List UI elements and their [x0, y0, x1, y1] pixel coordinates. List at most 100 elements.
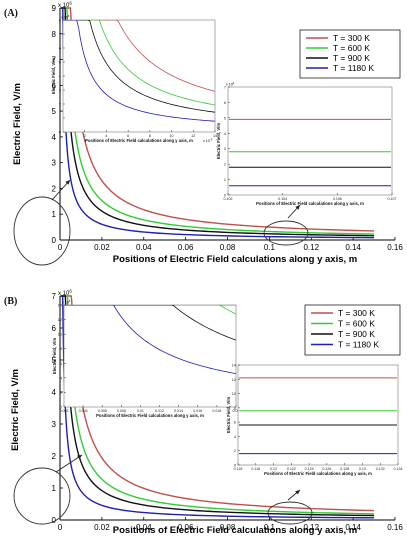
inset-frame — [237, 364, 399, 466]
x-tick-label: 0.1 — [264, 523, 276, 532]
inset-frame — [227, 86, 393, 196]
y-axis-title: Electric Field, V/m — [10, 369, 21, 451]
zoom-arrow-head — [295, 205, 300, 210]
y-exponent-base: x 10 — [58, 3, 70, 9]
inset-y-tick-label: 7 — [224, 86, 226, 90]
x-tick-label: 0 — [58, 243, 63, 252]
y-exponent-power: 6 — [69, 0, 72, 5]
inset-y-exponent-base: x 10 — [226, 83, 233, 87]
y-tick-label: 6 — [52, 81, 57, 90]
inset-y-tick-label: 1 — [224, 178, 226, 182]
zoom-arrow-head — [77, 455, 82, 460]
x-tick-label: 0.14 — [345, 523, 361, 532]
y-exponent-base: x 10 — [58, 291, 70, 297]
inset-x-tick-label: 0.02 — [233, 409, 240, 413]
inset-curve-1180 — [63, 20, 215, 122]
inset-y-tick-label: 14 — [232, 364, 236, 368]
inset-y-tick-label: 8 — [234, 406, 236, 410]
x-axis-title: Positions of Electric Field calculations… — [113, 525, 357, 536]
inset-x-tick-label: 0.13 — [359, 467, 366, 471]
x-tick-label: 0.14 — [345, 243, 361, 252]
inset-y-exponent: x 104 — [226, 81, 235, 87]
inset-x-tick-label: 4 — [105, 134, 107, 138]
inset-y-tick-label: 6 — [59, 47, 61, 51]
inset-y-exponent: x 106 — [61, 14, 70, 20]
zoom-arrow-head — [65, 180, 70, 185]
inset-x-tick-label: 0.008 — [117, 409, 126, 413]
inset-x-axis-title: Positions of Electric Field calculations… — [256, 201, 364, 206]
inset-x-axis-title: Positions of Electric Field calculations… — [85, 138, 193, 143]
y-axis-title: Electric Field, V/m — [12, 83, 23, 165]
inset-curve-1180 — [64, 305, 236, 375]
legend-label-300: T = 300 K — [338, 308, 375, 318]
inset-x-tick-label: 8 — [149, 134, 151, 138]
inset-y-tick-label: 2 — [224, 163, 226, 167]
inset-curve-600 — [63, 20, 215, 106]
x-tick-label: 0.06 — [178, 243, 194, 252]
inset-y-exponent: x 105 — [62, 299, 71, 305]
y-tick-label: 4 — [52, 388, 57, 397]
inset-x-tick-label: 0.018 — [212, 409, 221, 413]
inset-y-tick-label: 5 — [59, 61, 61, 65]
x-tick-label: 0.04 — [136, 243, 152, 252]
inset-x-tick-label: 0.016 — [193, 409, 202, 413]
inset-x-tick-label: 0.126 — [322, 467, 331, 471]
y-tick-label: 1 — [52, 210, 57, 219]
y-tick-label: 3 — [52, 159, 57, 168]
inset-x-exponent-base: x 10 — [203, 139, 210, 143]
inset-y-exponent-power: 4 — [233, 81, 235, 85]
x-tick-label: 0.08 — [220, 243, 236, 252]
x-tick-label: 0.02 — [94, 243, 110, 252]
inset-x-tick-label: 0.102 — [224, 197, 233, 201]
inset-y-tick-label: 10 — [232, 392, 236, 396]
zoom-ellipse — [13, 467, 71, 525]
inset-y-tick-label: 8 — [59, 19, 61, 23]
right-inset: 0.102 0.104 0.106 0.107 0 1 2 3 4 5 6 7 Positions of… — [216, 81, 397, 206]
inset-y-exponent-power: 6 — [68, 14, 70, 18]
inset-y-tick-label: 0 — [59, 131, 61, 135]
y-tick-label: 7 — [52, 56, 57, 65]
inset-x-tick-label: 0.002 — [60, 409, 69, 413]
y-exponent-power: 6 — [69, 288, 72, 293]
y-tick-label: 5 — [52, 107, 57, 116]
legend-label-600: T = 600 K — [333, 43, 370, 53]
inset-y-tick-label: 2 — [234, 449, 236, 453]
legend: T = 300 KT = 600 KT = 900 KT = 1180 K — [304, 304, 401, 356]
inset-x-tick-label: 0.122 — [287, 467, 296, 471]
legend: T = 300 KT = 600 KT = 900 KT = 1180 K — [299, 29, 401, 79]
inset-y-tick-label: 7 — [59, 33, 61, 37]
inset-y-tick-label: 4 — [59, 75, 61, 79]
inset-x-tick-label: 0.01 — [137, 409, 144, 413]
inset-y-exponent-base: x 10 — [61, 16, 68, 20]
y-tick-label: 2 — [52, 184, 57, 193]
inset-x-tick-label: 0.107 — [388, 197, 397, 201]
inset-y-tick-label: 8 — [60, 347, 62, 351]
x-tick-label: 0.12 — [303, 523, 319, 532]
x-tick-label: 0.06 — [178, 523, 194, 532]
inset-y-tick-label: 6 — [224, 101, 226, 105]
inset-y-tick-label: 0 — [60, 406, 62, 410]
inset-x-tick-label: 12 — [191, 134, 195, 138]
legend-label-1180: T = 1180 K — [338, 340, 379, 350]
panel-b: (B)0 0.02 0.04 0.06 0.08 0.1 0.12 0.14 0.1601234… — [4, 288, 403, 536]
inset-x-tick-label: 6 — [127, 134, 129, 138]
inset-y-tick-label: 2 — [59, 103, 61, 107]
inset-x-tick-label: 0.12 — [270, 467, 277, 471]
inset-y-tick-label: 14 — [58, 304, 62, 308]
inset-y-tick-label: 0 — [234, 464, 236, 468]
panel-label: (B) — [4, 296, 17, 307]
inset-x-axis-title: Positions of Electric Field calculations… — [96, 413, 204, 418]
panel-a: (A)0 0.02 0.04 0.06 0.08 0.1 0.12 0.14 0.1601234… — [4, 0, 403, 266]
x-tick-label: 0.12 — [303, 243, 319, 252]
inset-x-tick-label: 14 — [213, 134, 217, 138]
inset-x-tick-label: 10 — [170, 134, 174, 138]
inset-curve-300 — [63, 20, 215, 92]
inset-x-tick-label: 0.116 — [234, 467, 243, 471]
inset-y-exponent-base: x 10 — [62, 301, 69, 305]
inset-y-axis-title: Electric Field, V/m — [216, 123, 221, 159]
inset-y-exponent-power: 5 — [69, 299, 71, 303]
inset-x-tick-label: 2 — [84, 134, 86, 138]
x-tick-label: 0 — [58, 523, 63, 532]
panel-label: (A) — [4, 8, 18, 19]
